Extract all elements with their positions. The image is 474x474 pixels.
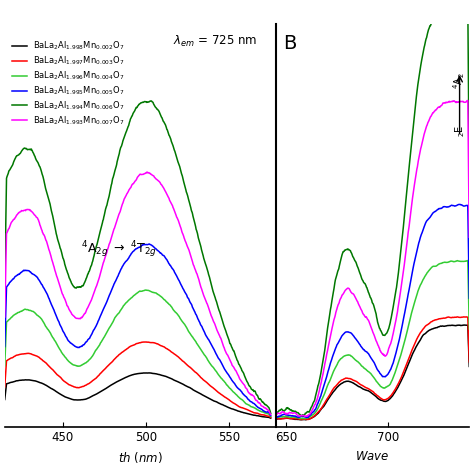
BaLa$_2$Al$_{1.997}$Mn$_{0.003}$O$_7$	[70, 383, 76, 389]
X-axis label: $\mathit{th\ (nm)}$: $\mathit{th\ (nm)}$	[118, 450, 163, 465]
BaLa$_2$Al$_{1.993}$Mn$_{0.007}$O$_7$	[268, 412, 273, 418]
BaLa$_2$Al$_{1.994}$Mn$_{0.006}$O$_7$	[122, 132, 128, 137]
BaLa$_2$Al$_{1.994}$Mn$_{0.006}$O$_7$	[49, 210, 55, 215]
BaLa$_2$Al$_{1.996}$Mn$_{0.004}$O$_7$	[202, 353, 208, 359]
BaLa$_2$Al$_{1.994}$Mn$_{0.006}$O$_7$	[159, 115, 165, 120]
Line: BaLa$_2$Al$_{1.993}$Mn$_{0.007}$O$_7$: BaLa$_2$Al$_{1.993}$Mn$_{0.007}$O$_7$	[5, 172, 271, 415]
Line: BaLa$_2$Al$_{1.994}$Mn$_{0.006}$O$_7$: BaLa$_2$Al$_{1.994}$Mn$_{0.006}$O$_7$	[5, 101, 271, 413]
BaLa$_2$Al$_{1.994}$Mn$_{0.006}$O$_7$	[180, 175, 186, 181]
BaLa$_2$Al$_{1.997}$Mn$_{0.003}$O$_7$	[268, 415, 273, 420]
BaLa$_2$Al$_{1.993}$Mn$_{0.007}$O$_7$	[70, 313, 76, 319]
BaLa$_2$Al$_{1.995}$Mn$_{0.005}$O$_7$	[2, 344, 8, 349]
Line: BaLa$_2$Al$_{1.995}$Mn$_{0.005}$O$_7$: BaLa$_2$Al$_{1.995}$Mn$_{0.005}$O$_7$	[5, 244, 271, 416]
BaLa$_2$Al$_{1.993}$Mn$_{0.007}$O$_7$	[180, 231, 186, 237]
BaLa$_2$Al$_{1.996}$Mn$_{0.004}$O$_7$	[268, 414, 273, 419]
BaLa$_2$Al$_{1.998}$Mn$_{0.002}$O$_7$	[202, 393, 208, 399]
BaLa$_2$Al$_{1.994}$Mn$_{0.006}$O$_7$	[268, 410, 273, 416]
BaLa$_2$Al$_{1.995}$Mn$_{0.005}$O$_7$	[159, 251, 165, 257]
BaLa$_2$Al$_{1.995}$Mn$_{0.005}$O$_7$	[49, 302, 55, 308]
BaLa$_2$Al$_{1.998}$Mn$_{0.002}$O$_7$	[159, 373, 165, 378]
Line: BaLa$_2$Al$_{1.997}$Mn$_{0.003}$O$_7$: BaLa$_2$Al$_{1.997}$Mn$_{0.003}$O$_7$	[5, 342, 271, 418]
Text: $_2$E: $_2$E	[454, 124, 467, 137]
Line: BaLa$_2$Al$_{1.996}$Mn$_{0.004}$O$_7$: BaLa$_2$Al$_{1.996}$Mn$_{0.004}$O$_7$	[5, 290, 271, 417]
BaLa$_2$Al$_{1.995}$Mn$_{0.005}$O$_7$	[146, 241, 152, 247]
BaLa$_2$Al$_{1.994}$Mn$_{0.006}$O$_7$	[2, 284, 8, 290]
BaLa$_2$Al$_{1.997}$Mn$_{0.003}$O$_7$	[2, 384, 8, 390]
BaLa$_2$Al$_{1.995}$Mn$_{0.005}$O$_7$	[202, 332, 208, 337]
BaLa$_2$Al$_{1.998}$Mn$_{0.002}$O$_7$	[268, 415, 273, 421]
BaLa$_2$Al$_{1.997}$Mn$_{0.003}$O$_7$	[122, 347, 128, 353]
BaLa$_2$Al$_{1.993}$Mn$_{0.007}$O$_7$	[159, 182, 165, 188]
BaLa$_2$Al$_{1.996}$Mn$_{0.004}$O$_7$	[70, 362, 76, 368]
BaLa$_2$Al$_{1.996}$Mn$_{0.004}$O$_7$	[2, 363, 8, 369]
BaLa$_2$Al$_{1.996}$Mn$_{0.004}$O$_7$	[180, 319, 186, 325]
BaLa$_2$Al$_{1.993}$Mn$_{0.007}$O$_7$	[2, 314, 8, 320]
BaLa$_2$Al$_{1.993}$Mn$_{0.007}$O$_7$	[202, 297, 208, 302]
BaLa$_2$Al$_{1.998}$Mn$_{0.002}$O$_7$	[146, 370, 152, 376]
Text: $\lambda_{em}$ = 725 nm: $\lambda_{em}$ = 725 nm	[173, 34, 257, 49]
BaLa$_2$Al$_{1.996}$Mn$_{0.004}$O$_7$	[159, 294, 165, 300]
X-axis label: $\mathit{Wave}$: $\mathit{Wave}$	[355, 450, 390, 463]
BaLa$_2$Al$_{1.994}$Mn$_{0.006}$O$_7$	[202, 261, 208, 266]
BaLa$_2$Al$_{1.998}$Mn$_{0.002}$O$_7$	[180, 381, 186, 387]
BaLa$_2$Al$_{1.997}$Mn$_{0.003}$O$_7$	[159, 343, 165, 349]
BaLa$_2$Al$_{1.997}$Mn$_{0.003}$O$_7$	[180, 358, 186, 364]
BaLa$_2$Al$_{1.993}$Mn$_{0.007}$O$_7$	[49, 257, 55, 263]
BaLa$_2$Al$_{1.993}$Mn$_{0.007}$O$_7$	[122, 195, 128, 201]
BaLa$_2$Al$_{1.995}$Mn$_{0.005}$O$_7$	[180, 285, 186, 291]
BaLa$_2$Al$_{1.998}$Mn$_{0.002}$O$_7$	[70, 397, 76, 402]
BaLa$_2$Al$_{1.998}$Mn$_{0.002}$O$_7$	[49, 386, 55, 392]
BaLa$_2$Al$_{1.997}$Mn$_{0.003}$O$_7$	[49, 366, 55, 372]
BaLa$_2$Al$_{1.996}$Mn$_{0.004}$O$_7$	[49, 333, 55, 339]
BaLa$_2$Al$_{1.995}$Mn$_{0.005}$O$_7$	[268, 413, 273, 419]
BaLa$_2$Al$_{1.998}$Mn$_{0.002}$O$_7$	[122, 375, 128, 381]
Text: B: B	[283, 34, 297, 53]
BaLa$_2$Al$_{1.997}$Mn$_{0.003}$O$_7$	[142, 339, 148, 345]
BaLa$_2$Al$_{1.994}$Mn$_{0.006}$O$_7$	[148, 98, 154, 104]
BaLa$_2$Al$_{1.996}$Mn$_{0.004}$O$_7$	[122, 301, 128, 307]
BaLa$_2$Al$_{1.993}$Mn$_{0.007}$O$_7$	[144, 169, 150, 175]
Text: $^4$A$_2$: $^4$A$_2$	[452, 72, 467, 89]
BaLa$_2$Al$_{1.994}$Mn$_{0.006}$O$_7$	[70, 283, 76, 289]
BaLa$_2$Al$_{1.996}$Mn$_{0.004}$O$_7$	[143, 287, 149, 293]
Line: BaLa$_2$Al$_{1.998}$Mn$_{0.002}$O$_7$: BaLa$_2$Al$_{1.998}$Mn$_{0.002}$O$_7$	[5, 373, 271, 418]
Text: $^4$A$_{2g}$ $\rightarrow$ $^4$T$_{2g}$: $^4$A$_{2g}$ $\rightarrow$ $^4$T$_{2g}$	[81, 239, 156, 260]
BaLa$_2$Al$_{1.995}$Mn$_{0.005}$O$_7$	[122, 260, 128, 265]
BaLa$_2$Al$_{1.997}$Mn$_{0.003}$O$_7$	[202, 379, 208, 384]
Legend: BaLa$_2$Al$_{1.998}$Mn$_{0.002}$O$_7$, BaLa$_2$Al$_{1.997}$Mn$_{0.003}$O$_7$, Ba: BaLa$_2$Al$_{1.998}$Mn$_{0.002}$O$_7$, B…	[12, 40, 125, 127]
BaLa$_2$Al$_{1.995}$Mn$_{0.005}$O$_7$	[70, 342, 76, 348]
BaLa$_2$Al$_{1.998}$Mn$_{0.002}$O$_7$	[2, 397, 8, 402]
